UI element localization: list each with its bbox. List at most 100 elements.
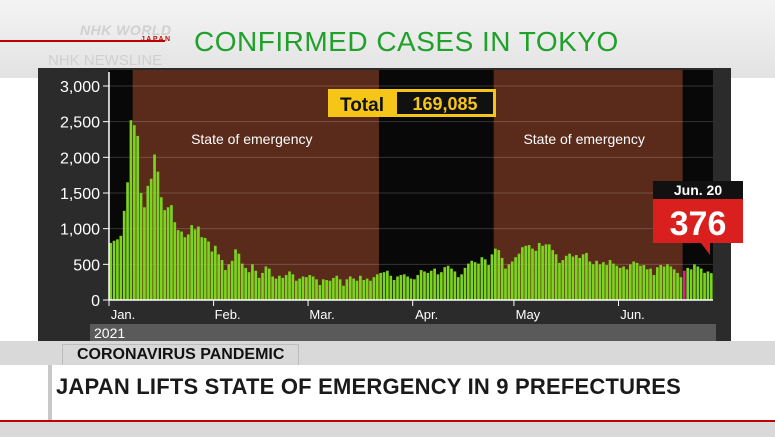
bar	[308, 275, 312, 300]
bar	[460, 274, 463, 300]
bar	[605, 265, 609, 300]
y-tick-label: 1,500	[60, 186, 100, 203]
bar	[109, 242, 113, 300]
bar	[450, 268, 453, 300]
bar	[224, 270, 227, 300]
program-name: NHK NEWSLINE	[48, 52, 163, 69]
bar	[180, 231, 183, 300]
bar	[193, 229, 197, 300]
bar	[267, 268, 271, 300]
bar	[348, 276, 352, 300]
bar	[321, 279, 325, 300]
bar	[386, 270, 389, 300]
bar	[541, 245, 544, 300]
bar	[433, 268, 436, 300]
bar	[672, 269, 676, 300]
bar	[588, 261, 592, 300]
emergency-label-1: State of emergency	[191, 131, 312, 147]
bar	[581, 254, 585, 300]
bar	[271, 276, 274, 300]
bar	[706, 271, 710, 300]
bar	[480, 257, 484, 300]
bar	[649, 268, 652, 300]
bar	[521, 247, 524, 300]
bar	[440, 272, 443, 300]
logo-sub: JAPAN	[80, 36, 172, 43]
bar	[669, 266, 673, 300]
bar	[122, 210, 126, 300]
bar	[251, 264, 254, 300]
bar	[477, 263, 480, 300]
bar	[332, 277, 335, 300]
brand-red-bottom-line	[0, 420, 775, 422]
bar	[679, 277, 683, 300]
bar	[568, 253, 571, 300]
bar	[170, 205, 173, 300]
bar	[497, 250, 501, 300]
bar	[601, 262, 605, 300]
highlight-date-box	[653, 181, 743, 199]
bar	[696, 266, 700, 300]
bar	[686, 267, 690, 300]
x-tick-label: Apr.	[415, 307, 438, 322]
bar	[291, 274, 295, 300]
bar	[149, 178, 153, 300]
bar	[645, 269, 649, 300]
bar	[709, 273, 713, 300]
bar	[328, 280, 332, 300]
bar	[396, 276, 399, 300]
headline-bar	[0, 365, 775, 420]
bar	[359, 275, 362, 300]
bar	[217, 254, 221, 300]
bar	[662, 266, 666, 300]
bar	[591, 264, 595, 300]
bar	[446, 265, 450, 300]
bar	[298, 278, 301, 300]
headline-accent	[48, 365, 52, 420]
bar	[598, 264, 602, 300]
bar	[628, 264, 632, 300]
highlight-value-box	[653, 199, 743, 243]
bar	[379, 272, 382, 300]
bar	[382, 272, 386, 300]
bar	[514, 257, 517, 300]
bar	[618, 267, 622, 300]
bar	[689, 269, 693, 300]
bar	[578, 257, 582, 300]
bar	[284, 275, 288, 300]
bar	[143, 207, 146, 300]
bar	[375, 274, 379, 300]
y-tick-label: 2,500	[60, 115, 100, 132]
highlight-pointer	[701, 243, 710, 255]
bar	[166, 207, 170, 300]
bar	[257, 277, 261, 300]
header-band	[0, 0, 775, 78]
bar	[655, 267, 659, 300]
bar	[622, 266, 625, 300]
bar	[409, 278, 413, 300]
bar	[399, 275, 403, 300]
bar	[652, 275, 656, 300]
bar	[112, 240, 116, 300]
bar	[416, 275, 420, 300]
bar	[365, 278, 369, 300]
bar	[159, 197, 163, 300]
bar	[176, 230, 180, 300]
bar	[666, 264, 669, 300]
bar	[136, 135, 140, 300]
bar	[510, 261, 514, 300]
bar	[234, 249, 237, 300]
bar	[247, 272, 251, 300]
bar	[281, 277, 285, 300]
bar	[632, 261, 636, 300]
bar	[369, 280, 372, 300]
bar	[456, 277, 460, 300]
bar	[207, 241, 210, 300]
bar	[537, 242, 541, 300]
bar	[571, 256, 575, 300]
bar	[490, 254, 494, 300]
bar	[561, 260, 565, 300]
bar	[335, 275, 339, 300]
bar	[389, 275, 393, 300]
